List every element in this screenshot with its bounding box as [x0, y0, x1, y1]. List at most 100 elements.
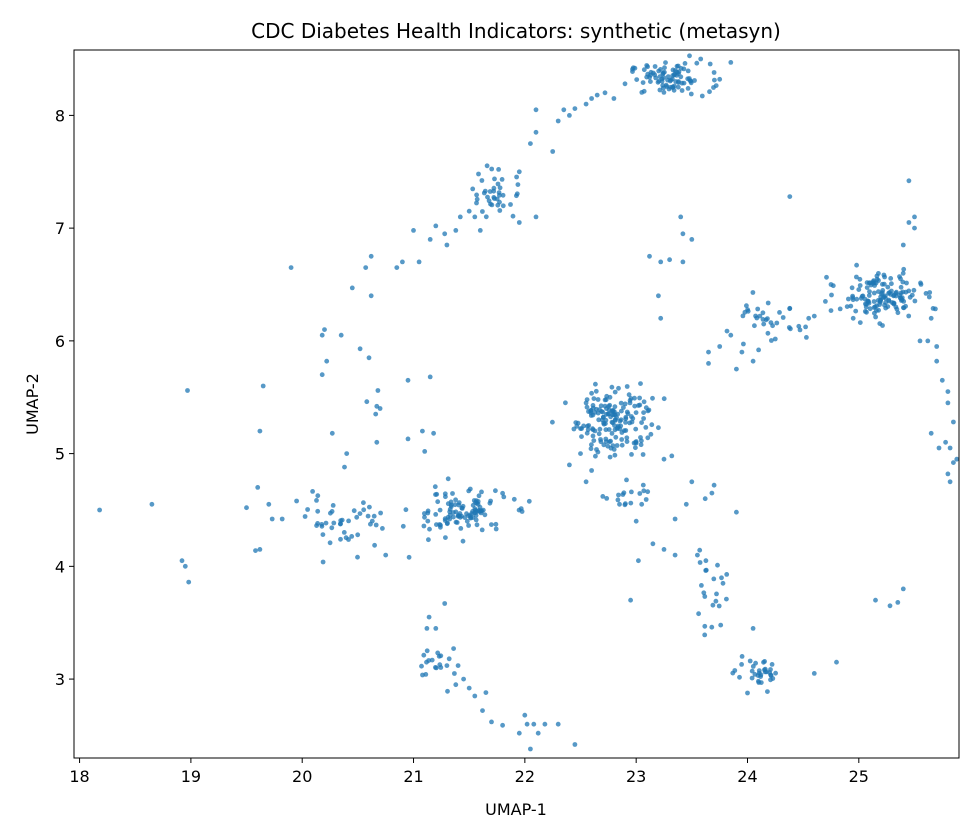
scatter-point [954, 456, 960, 462]
scatter-point [346, 537, 351, 542]
scatter-point [863, 304, 869, 310]
scatter-point [253, 548, 258, 553]
scatter-point [460, 538, 466, 544]
scatter-point [624, 435, 630, 441]
scatter-point [877, 302, 882, 307]
scatter-point [383, 552, 389, 558]
scatter-point [707, 89, 712, 95]
scatter-point [593, 381, 598, 387]
scatter-point [423, 672, 429, 677]
scatter-point [880, 323, 885, 328]
scatter-point [479, 527, 485, 533]
scatter-point [757, 313, 763, 319]
scatter-point [638, 442, 644, 448]
scatter-point [437, 507, 443, 513]
scatter-point [900, 279, 906, 285]
scatter-point [857, 276, 863, 282]
scatter-point [436, 653, 442, 659]
scatter-point [740, 313, 746, 319]
scatter-point [624, 409, 630, 415]
scatter-point [451, 514, 456, 520]
scatter-point [640, 482, 646, 488]
scatter-point [516, 220, 522, 225]
scatter-point [750, 290, 756, 295]
scatter-point [927, 290, 933, 295]
scatter-point [279, 516, 285, 522]
scatter-point [719, 575, 724, 581]
scatter-point [939, 377, 945, 383]
scatter-point [616, 385, 621, 391]
scatter-point [866, 300, 872, 306]
scatter-point [367, 504, 372, 510]
scatter-point [450, 491, 455, 496]
scatter-point [706, 349, 711, 355]
scatter-point [305, 507, 310, 512]
scatter-point [876, 278, 881, 283]
scatter-point [787, 305, 793, 311]
scatter-point [678, 214, 684, 220]
scatter-point [667, 78, 673, 84]
scatter-point [572, 742, 578, 747]
scatter-point [338, 536, 343, 542]
scatter-point [647, 253, 652, 259]
scatter-point [640, 452, 646, 457]
scatter-point [670, 67, 676, 73]
scatter-point [639, 90, 645, 95]
scatter-point [623, 416, 629, 422]
scatter-point [400, 523, 406, 529]
scatter-point [483, 690, 489, 695]
scatter-point [491, 188, 497, 194]
scatter-point [895, 600, 901, 605]
scatter-point [489, 522, 494, 527]
scatter-point [854, 262, 859, 268]
scatter-point [462, 515, 468, 520]
scatter-point [474, 192, 479, 198]
scatter-point [951, 460, 956, 465]
scatter-point [643, 425, 649, 430]
scatter-point [626, 392, 632, 398]
scatter-point [806, 315, 812, 321]
scatter-point [926, 294, 932, 300]
scatter-point [179, 558, 185, 564]
scatter-point [923, 291, 929, 296]
scatter-point [550, 149, 556, 154]
scatter-point [628, 500, 634, 506]
scatter-point [394, 265, 400, 270]
scatter-point [357, 511, 363, 516]
scatter-point [680, 231, 686, 237]
scatter-point [904, 280, 909, 286]
scatter-point [640, 80, 646, 85]
x-tick-label: 24 [737, 767, 757, 786]
scatter-point [445, 688, 450, 694]
scatter-point [405, 377, 411, 383]
scatter-point [765, 300, 771, 306]
scatter-point [420, 428, 425, 434]
plot-frame [73, 49, 960, 759]
scatter-point [266, 501, 272, 507]
scatter-point [619, 437, 625, 442]
y-tick-label: 3 [55, 670, 65, 689]
scatter-point [823, 299, 828, 304]
scatter-point [702, 594, 708, 599]
scatter-point [624, 477, 629, 483]
scatter-point [803, 324, 808, 330]
scatter-point [433, 223, 439, 229]
scatter-point [589, 442, 594, 448]
scatter-point [489, 166, 495, 172]
scatter-point [911, 287, 917, 293]
scatter-point [427, 374, 433, 380]
scatter-point [641, 399, 647, 405]
scatter-point [634, 77, 640, 82]
scatter-point [444, 663, 450, 668]
scatter-point [319, 372, 325, 378]
scatter-point [659, 78, 665, 84]
scatter-point [612, 404, 618, 410]
scatter-point [452, 502, 458, 508]
y-tick-label: 6 [55, 332, 65, 351]
scatter-point [425, 508, 431, 514]
scatter-point [685, 68, 691, 74]
scatter-point [491, 195, 497, 200]
scatter-point [451, 646, 456, 651]
x-tick-label: 20 [292, 767, 312, 786]
scatter-point [365, 513, 371, 519]
